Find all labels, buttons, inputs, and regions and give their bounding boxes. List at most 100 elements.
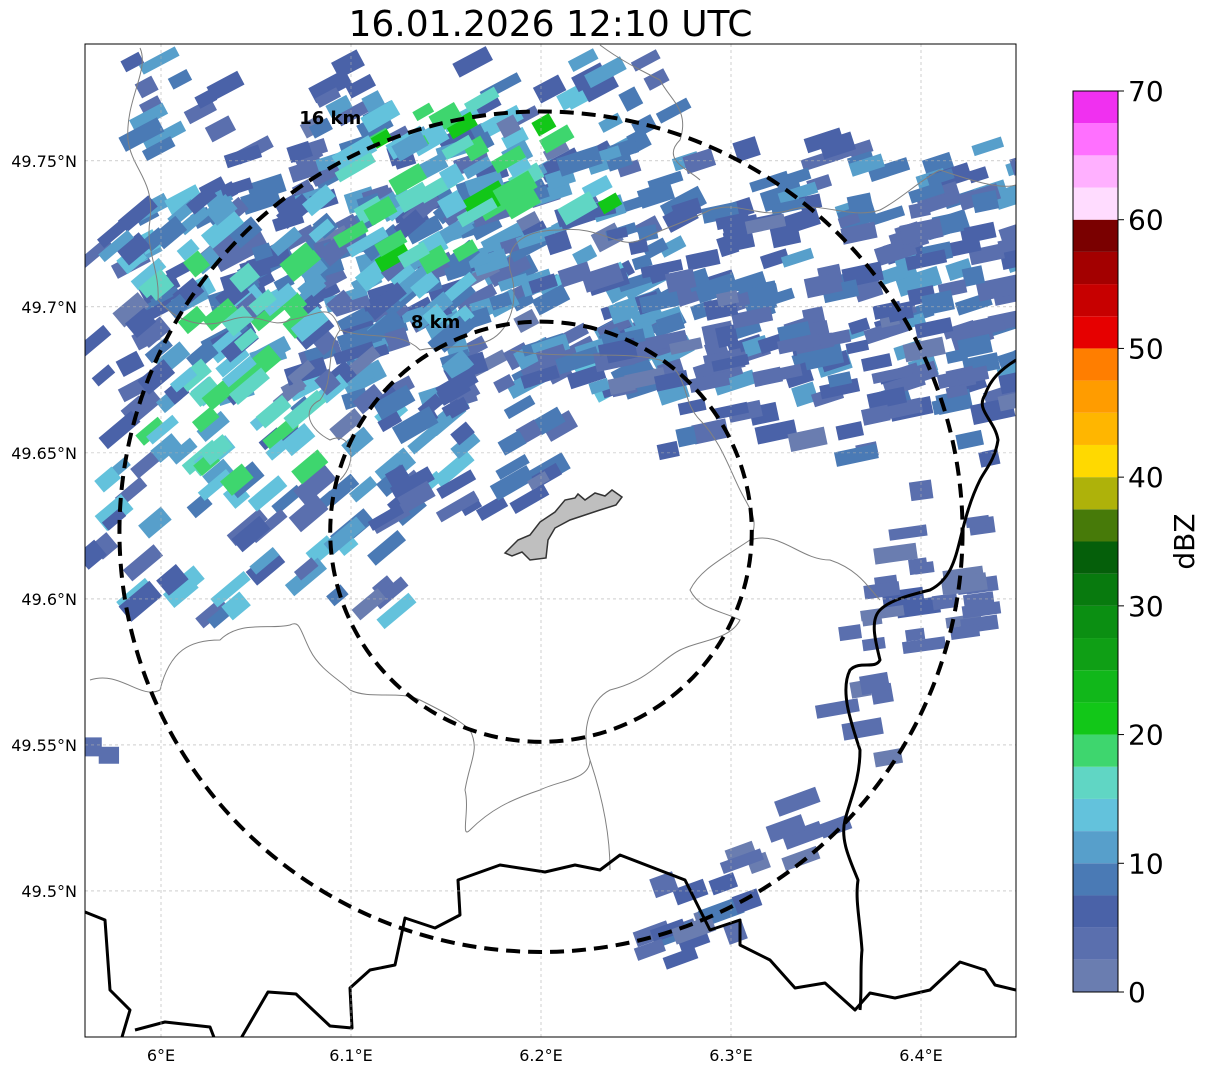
reflectivity-cell [509,483,550,515]
reflectivity-cell [85,324,112,358]
reflectivity-cell [630,49,661,72]
reflectivity-cell [265,439,289,461]
reflectivity-cell [204,115,237,143]
reflectivity-cell [959,221,997,245]
reflectivity-cell [624,367,667,391]
reflectivity-cell [555,346,601,375]
reflectivity-cell [464,170,506,200]
reflectivity-cell [98,229,134,263]
reflectivity-cell [848,153,885,177]
reflectivity-cell [363,195,398,226]
reflectivity-cell [867,157,911,182]
reflectivity-cell [445,111,478,140]
reflectivity-cell [142,120,187,152]
reflectivity-cell [301,184,336,217]
reflectivity-cell [567,48,599,72]
reflectivity-cell [905,249,948,271]
reflectivity-cell [374,229,408,257]
reflectivity-cell [776,332,822,355]
colorbar-tick-label: 10 [1128,847,1164,880]
reflectivity-cell [191,406,220,433]
reflectivity-cell [888,524,928,541]
colorbar-bin [1073,605,1118,639]
reflectivity-cell [186,185,218,215]
reflectivity-cell [956,365,990,386]
lon-tick-label: 6.4°E [899,1046,943,1065]
reflectivity-cell [348,475,378,503]
reflectivity-cell [164,184,204,217]
colorbar-bin [1073,927,1118,960]
reflectivity-cell [754,419,798,445]
reflectivity-cell [997,392,1016,412]
colorbar-frame [1072,90,1119,993]
colorbar-bin [1073,573,1118,606]
reflectivity-cell [150,433,182,463]
reflectivity-cell [860,404,891,426]
colorbar-bin [1073,412,1118,445]
reflectivity-cell [566,363,607,390]
reflectivity-cell [146,414,179,445]
reflectivity-cell [582,73,619,103]
lon-tick-label: 6.1°E [329,1046,373,1065]
reflectivity-cell [528,273,558,294]
reflectivity-cell [138,506,172,539]
colorbar-bin [1073,863,1118,896]
reflectivity-cell [744,213,787,235]
reflectivity-cell [643,68,670,91]
reflectivity-cell [400,306,426,324]
map-axes: 6°E 6.1°E 6.2°E 6.3°E 6.4°E 49.75°N 49.7°N 49.6… [11,152,943,1065]
reflectivity-cell [412,102,435,122]
reflectivity-cell [732,136,761,163]
reflectivity-cell [170,565,205,599]
reflectivity-cell [539,124,575,154]
reflectivity-cell [902,336,946,363]
reflectivity-cell [480,222,527,260]
reflectivity-cell [377,411,403,433]
reflectivity-cell [747,283,780,306]
reflectivity-cell [936,371,958,390]
map-title: 16.01.2026 12:10 UTC [348,4,753,45]
colorbar-bin [1073,219,1118,252]
reflectivity-cell [206,70,245,101]
reflectivity-cell [723,920,748,945]
reflectivity-cell [200,208,245,250]
reflectivity-cell [859,671,891,696]
reflectivity-cell [326,289,354,317]
reflectivity-cell [616,159,642,178]
reflectivity-cell [450,430,481,460]
reflectivity-cell [532,74,567,104]
reflectivity-cell [965,514,990,529]
reflectivity-cell [531,284,571,316]
reflectivity-cell [129,102,169,132]
reflectivity-cell [391,406,439,445]
reflectivity-cell [949,623,981,641]
range-ring [328,319,754,744]
reflectivity-cell [291,179,314,199]
reflectivity-cell [210,571,251,608]
reflectivity-cell [997,236,1016,254]
reflectivity-cell [871,365,914,384]
reflectivity-cell [152,215,188,250]
reflectivity-cell [251,242,274,262]
colorbar-tick-label: 20 [1128,719,1164,752]
reflectivity-cell [904,627,926,642]
reflectivity-cell [195,597,229,629]
reflectivity-cell [308,218,335,243]
reflectivity-cell [202,297,238,332]
reflectivity-cell [456,196,498,228]
reflectivity-cell [713,401,750,420]
reflectivity-cell [655,97,692,124]
reflectivity-cell [920,289,955,316]
reflectivity-cell [606,226,629,241]
reflectivity-cell [502,187,541,220]
reflectivity-cell [490,145,527,174]
reflectivity-cell [251,344,282,375]
reflectivity-cell [417,244,451,275]
reflectivity-cell [489,291,513,311]
reflectivity-cell [168,437,198,465]
colorbar-bin [1073,251,1118,285]
reflectivity-cell [713,369,757,396]
reflectivity-cell [848,139,874,159]
colorbar-bin [1073,766,1118,799]
reflectivity-cell [135,416,167,446]
